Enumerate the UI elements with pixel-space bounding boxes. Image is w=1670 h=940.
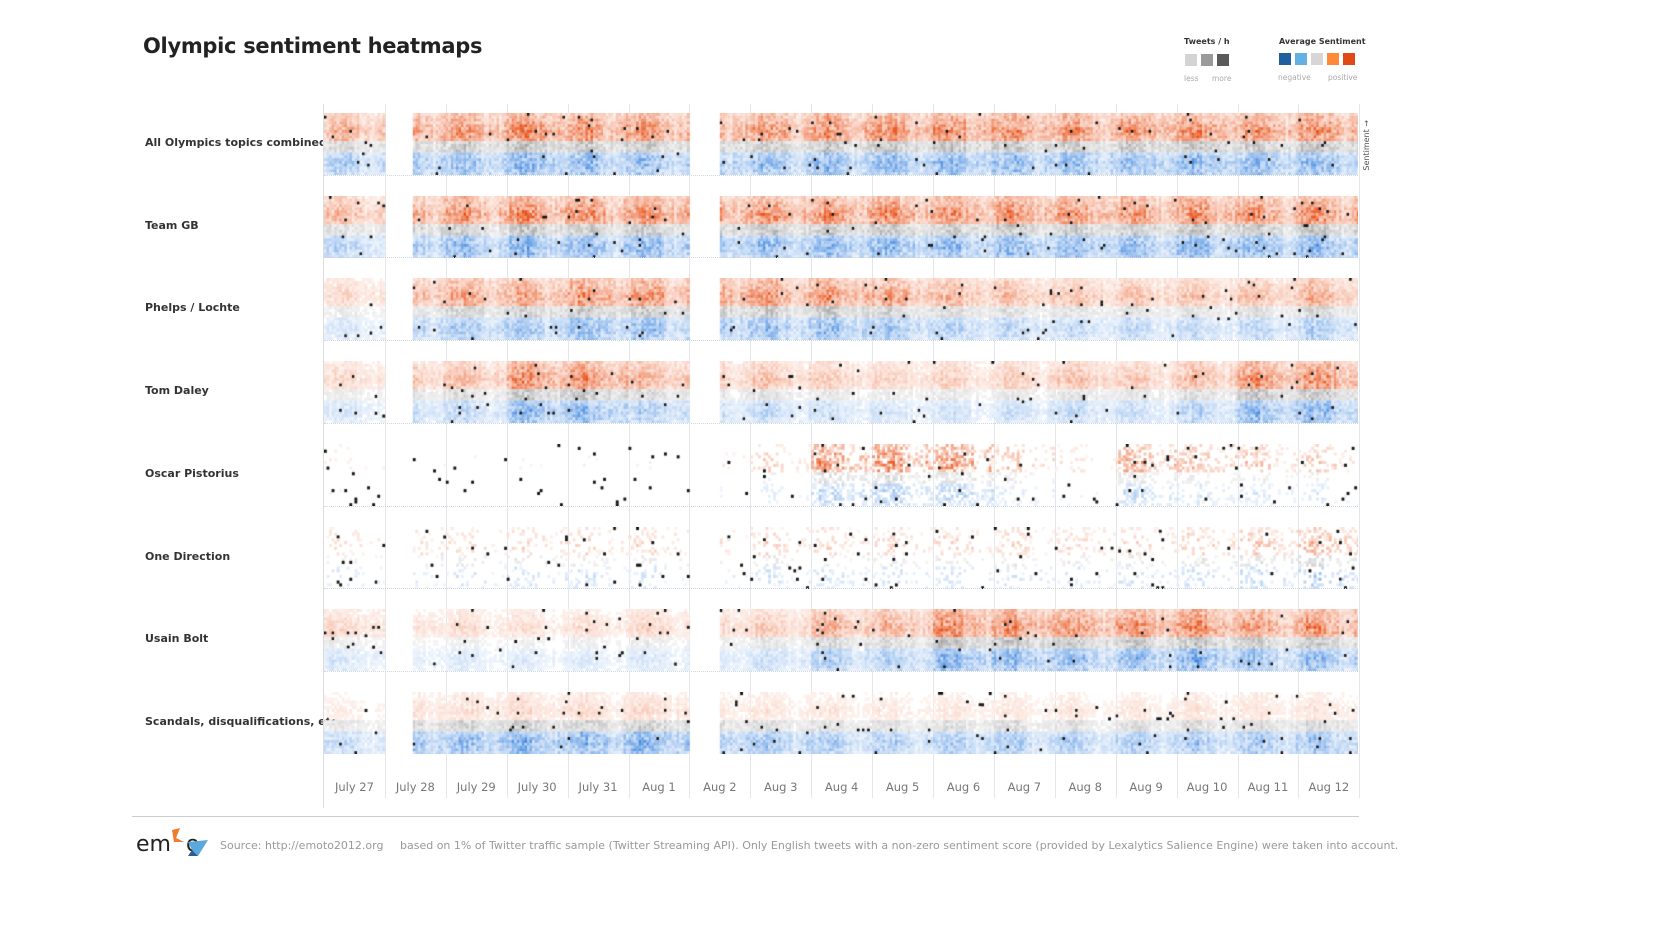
legend-sentiment-title: Average Sentiment [1279, 37, 1366, 46]
row-separator [324, 174, 1358, 176]
legend-tweets-swatch-mid [1201, 54, 1213, 66]
row-separator [324, 340, 1358, 342]
row-label: All Olympics topics combined [145, 136, 327, 149]
legend-sentiment-swatch-4 [1327, 53, 1339, 65]
heatmap-row [324, 443, 1358, 506]
x-tick-label: Aug 2 [703, 780, 737, 794]
x-tick-label: Aug 4 [824, 780, 859, 794]
row-label: Oscar Pistorius [145, 466, 239, 480]
footer-note: based on 1% of Twitter traffic sample (T… [400, 839, 1399, 852]
footer-divider [132, 816, 1359, 817]
legend-sentiment-positive: positive [1328, 73, 1358, 82]
heatmap-row [324, 361, 1358, 424]
x-tick-label: Aug 3 [764, 780, 798, 794]
x-tick-label: Aug 1 [642, 780, 676, 794]
legend-tweets-swatch-more [1217, 54, 1229, 66]
svg-text:em: em [136, 832, 171, 857]
x-tick-label: July 28 [395, 780, 435, 794]
legend-tweets-title: Tweets / h [1184, 37, 1230, 46]
emoto-logo: em o [136, 828, 208, 857]
legend-tweets-swatch-less [1185, 54, 1197, 66]
legend-sentiment-negative: negative [1278, 73, 1311, 82]
row-label: Usain Bolt [145, 632, 209, 646]
heatmap-row [324, 113, 1358, 175]
row-separator [324, 505, 1358, 507]
x-tick-label: Aug 12 [1308, 780, 1350, 794]
x-tick-label: July 27 [334, 780, 374, 794]
legend-tweets-more: more [1212, 74, 1232, 83]
page-title: Olympic sentiment heatmaps [143, 34, 483, 58]
footer-source[interactable]: Source: http://emoto2012.org [220, 839, 384, 852]
x-tick-label: Aug 11 [1247, 780, 1289, 794]
legend-sentiment-swatch-5 [1343, 53, 1355, 65]
heatmap-row [324, 691, 1358, 754]
heatmap-row [324, 278, 1358, 341]
legend-tweets-less: less [1184, 74, 1199, 83]
row-label: Team GB [145, 218, 199, 232]
y-axis-line [323, 104, 324, 808]
legend-sentiment-swatch-1 [1279, 53, 1291, 65]
x-tick-label: Aug 6 [946, 780, 981, 794]
x-tick-label: Aug 5 [885, 780, 920, 794]
row-separator [324, 670, 1358, 672]
row-label: Phelps / Lochte [145, 301, 240, 315]
legend-sentiment-swatch-2 [1295, 53, 1307, 65]
x-tick-label: Aug 10 [1186, 780, 1228, 794]
row-separator [324, 588, 1358, 590]
x-tick-label: Aug 7 [1007, 780, 1042, 794]
row-label: Scandals, disqualifications, etc. [145, 714, 342, 728]
x-tick-label: Aug 8 [1068, 780, 1102, 794]
x-tick-label: July 31 [578, 780, 618, 794]
heatmap-row [324, 609, 1358, 672]
x-tick-label: Aug 9 [1129, 780, 1163, 794]
heatmap-row [324, 526, 1358, 589]
day-gridline [1359, 104, 1361, 798]
legend-sentiment-swatch-3 [1311, 53, 1323, 65]
sentiment-axis-label: Sentiment → [1362, 120, 1371, 171]
row-label: One Direction [145, 549, 231, 563]
heatmap-row [324, 195, 1358, 258]
row-separator [324, 422, 1358, 424]
row-separator [324, 257, 1358, 259]
x-tick-label: July 30 [517, 780, 557, 794]
x-tick-label: July 29 [456, 780, 496, 794]
row-label: Tom Daley [145, 384, 209, 398]
